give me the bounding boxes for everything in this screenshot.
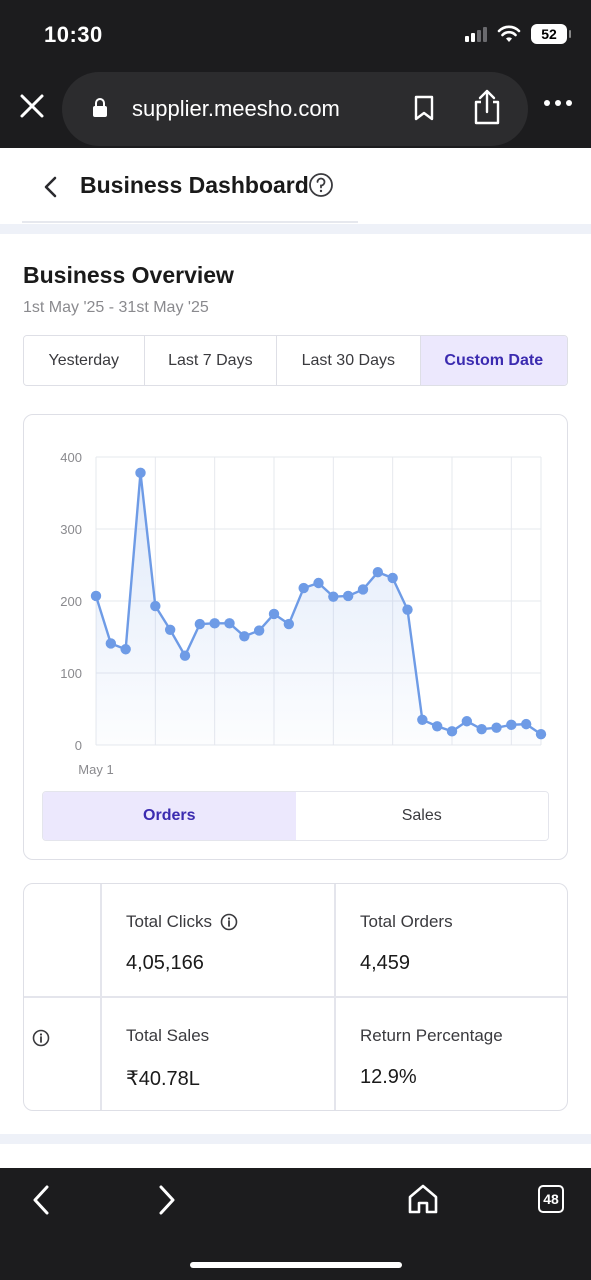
stats-card: Total Clicks 4,05,166 Total Orders 4,459…: [23, 883, 568, 1111]
home-icon[interactable]: [406, 1182, 440, 1216]
data-point: [491, 722, 502, 733]
data-point: [431, 721, 443, 732]
data-point: [283, 618, 295, 630]
data-point: [268, 608, 280, 620]
data-point: [387, 572, 398, 584]
date-filter-tabs: Yesterday Last 7 Days Last 30 Days Custo…: [23, 335, 568, 386]
tab-last-30-days[interactable]: Last 30 Days: [277, 336, 421, 385]
data-point: [194, 618, 206, 630]
lock-icon: [93, 98, 107, 117]
stat-value: ₹40.78L: [126, 1068, 200, 1090]
chart-card: 0 100 200 300 400 May 1 Orders Sales: [23, 414, 568, 860]
share-icon[interactable]: [472, 88, 502, 126]
stat-total-clicks: Total Clicks 4,05,166: [100, 884, 334, 996]
data-point: [253, 625, 265, 636]
date-range: 1st May '25 - 31st May '25: [23, 299, 209, 316]
page-header: Business Dashboard: [0, 148, 591, 224]
stat-value: 4,05,166: [126, 952, 204, 974]
orders-toggle-button[interactable]: Orders: [43, 792, 296, 840]
data-point: [164, 624, 176, 635]
data-point: [224, 618, 235, 629]
data-point: [520, 718, 532, 730]
header-divider: [22, 221, 358, 223]
stat-total-orders: Total Orders 4,459: [334, 884, 567, 996]
stat-label: Total Sales: [126, 1026, 210, 1045]
data-point: [298, 582, 309, 594]
orders-chart: 0 100 200 300 400 May 1: [60, 450, 547, 777]
section-title: Business Overview: [23, 262, 234, 288]
y-tick-label: 0: [75, 738, 82, 753]
data-point: [417, 714, 428, 725]
section-divider: [0, 224, 591, 234]
data-point: [105, 638, 117, 649]
tab-custom-date[interactable]: Custom Date: [420, 336, 567, 385]
stat-label: Total Orders: [360, 912, 453, 931]
sales-toggle-button[interactable]: Sales: [295, 792, 548, 840]
data-point: [506, 719, 517, 731]
metric-toggle: Orders Sales: [42, 791, 549, 841]
wifi-icon: [497, 25, 521, 42]
series-area: [96, 472, 541, 745]
url-text: supplier.meesho.com: [132, 96, 340, 121]
x-tick-label: May 1: [78, 762, 113, 777]
data-point: [239, 631, 250, 642]
data-point: [90, 590, 102, 602]
battery-icon: 52: [531, 24, 571, 44]
data-point: [179, 650, 191, 661]
stats-divider: [24, 996, 567, 998]
stat-return-percentage: Return Percentage 12.9%: [334, 998, 567, 1110]
info-icon[interactable]: [220, 913, 238, 931]
bookmark-icon[interactable]: [412, 94, 436, 122]
data-point: [313, 577, 324, 589]
stat-label: Return Percentage: [360, 1026, 503, 1045]
close-icon[interactable]: [18, 92, 46, 120]
y-tick-label: 400: [60, 450, 82, 465]
home-indicator: [190, 1262, 402, 1268]
data-point: [372, 567, 384, 578]
data-point: [328, 591, 339, 602]
data-point: [209, 618, 220, 629]
help-icon[interactable]: [308, 172, 334, 198]
page-title: Business Dashboard: [80, 172, 309, 198]
nav-back-icon[interactable]: [30, 1184, 52, 1216]
section-divider: [0, 1134, 591, 1144]
tab-yesterday[interactable]: Yesterday: [24, 336, 145, 385]
data-point: [135, 467, 146, 479]
browser-toolbar: 48: [0, 1168, 591, 1280]
info-icon[interactable]: [32, 1029, 50, 1047]
address-bar[interactable]: supplier.meesho.com: [62, 72, 528, 146]
y-tick-label: 200: [60, 594, 82, 609]
nav-forward-icon[interactable]: [156, 1184, 178, 1216]
back-chevron-icon[interactable]: [42, 176, 60, 198]
data-point: [461, 716, 473, 727]
data-point: [357, 584, 369, 595]
stat-total-sales: Total Sales ₹40.78L: [100, 998, 334, 1110]
data-point: [476, 723, 487, 735]
data-point: [150, 600, 161, 612]
y-tick-label: 100: [60, 666, 82, 681]
data-point: [446, 726, 458, 737]
data-point: [342, 590, 354, 602]
data-point: [120, 644, 131, 655]
data-point: [402, 604, 413, 615]
status-icons: 52: [465, 24, 571, 44]
status-time: 10:30: [44, 22, 103, 47]
y-tick-label: 300: [60, 522, 82, 537]
tabs-icon[interactable]: 48: [538, 1185, 564, 1213]
stat-label: Total Clicks: [126, 912, 212, 931]
tab-last-7-days[interactable]: Last 7 Days: [144, 336, 278, 385]
stat-value: 4,459: [360, 952, 411, 974]
stat-value: 12.9%: [360, 1066, 417, 1088]
signal-icon: [465, 26, 487, 42]
data-point: [535, 729, 547, 740]
more-icon[interactable]: [544, 100, 572, 106]
browser-chrome: 10:30 52 supplier.meesho.com: [0, 0, 591, 148]
